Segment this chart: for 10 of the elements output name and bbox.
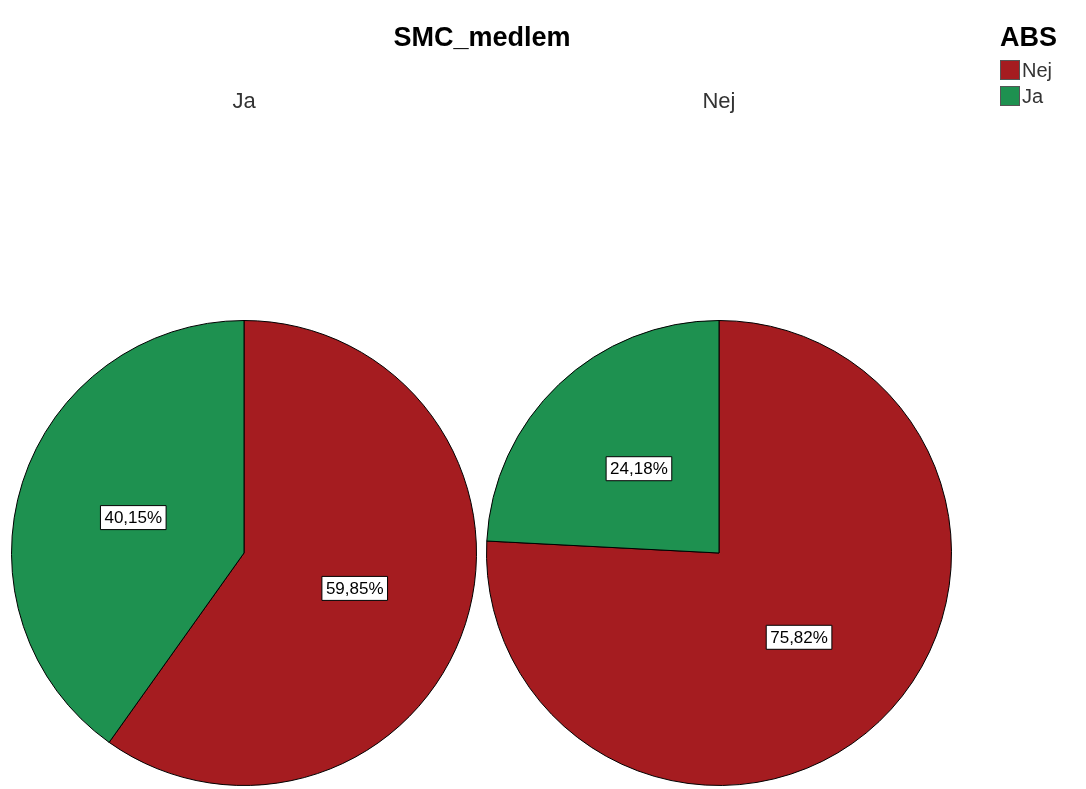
data-label: 59,85% (325, 579, 384, 599)
chart-subtitle: Nej (701, 88, 737, 114)
data-label: 75,82% (770, 627, 828, 647)
legend-label: Ja (1022, 84, 1044, 108)
text: Ja (231, 88, 257, 114)
legend-label: Nej (1022, 58, 1053, 82)
data-label: 40,15% (104, 508, 163, 528)
data-label: 24,18% (610, 459, 668, 479)
chart-title: SMC_medlem (392, 22, 572, 53)
legend-title: ABS (1000, 22, 1058, 53)
